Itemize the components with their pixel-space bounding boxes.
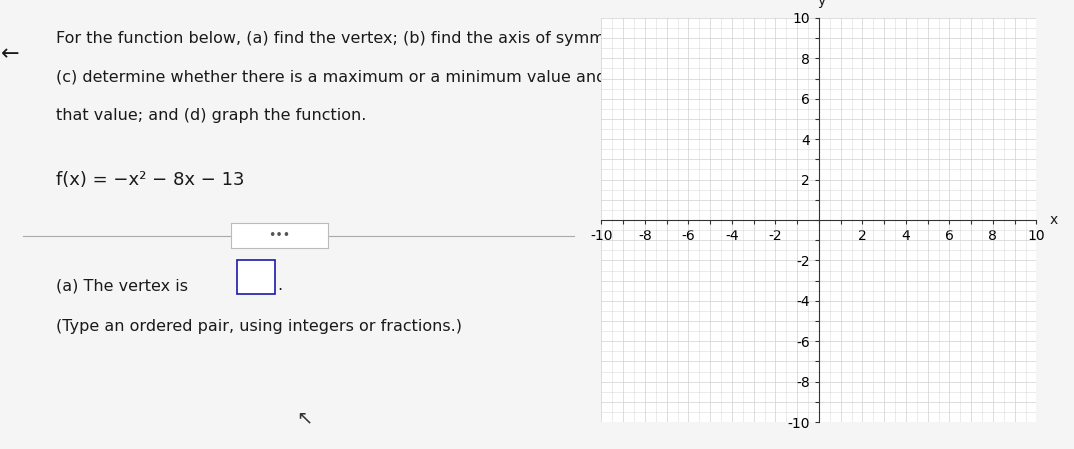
Text: (a) The vertex is: (a) The vertex is	[56, 278, 188, 293]
Text: ←: ←	[1, 44, 19, 64]
Text: y: y	[818, 0, 826, 8]
Text: (c) determine whether there is a maximum or a minimum value and find: (c) determine whether there is a maximum…	[56, 70, 642, 84]
Text: •••: •••	[268, 229, 290, 242]
Text: ↖: ↖	[296, 408, 313, 427]
Text: x: x	[1049, 213, 1058, 227]
Text: that value; and (d) graph the function.: that value; and (d) graph the function.	[56, 108, 366, 123]
Text: .: .	[277, 278, 282, 293]
Text: For the function below, (a) find the vertex; (b) find the axis of symmetry;: For the function below, (a) find the ver…	[56, 31, 642, 46]
Text: (Type an ordered pair, using integers or fractions.): (Type an ordered pair, using integers or…	[56, 319, 462, 334]
FancyBboxPatch shape	[237, 260, 275, 294]
Text: f(x) = −x² − 8x − 13: f(x) = −x² − 8x − 13	[56, 171, 244, 189]
